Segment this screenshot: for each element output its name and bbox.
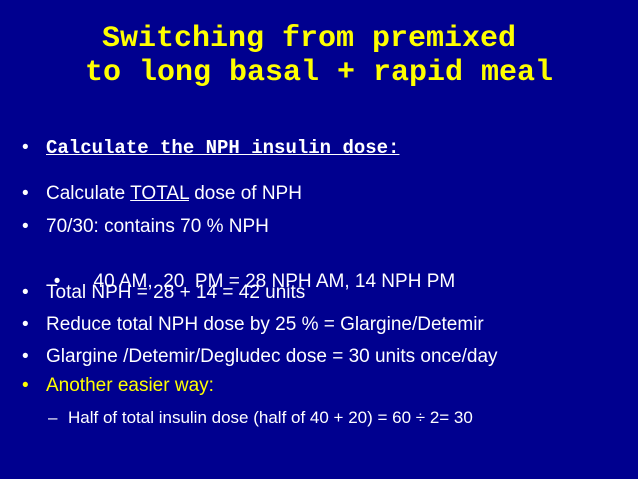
bullet-dot: •: [22, 183, 29, 204]
sub-bullet-1: – Half of total insulin dose (half of 40 …: [48, 408, 473, 428]
sub-bullet-dash: –: [48, 408, 58, 427]
bullet-dot: •: [22, 282, 29, 303]
bullet-dot: •: [22, 216, 29, 237]
title-line-2: to long basal + rapid meal: [84, 56, 554, 90]
bullet-dot: •: [22, 375, 29, 396]
bullet-7-text: Another easier way:: [46, 375, 214, 396]
slide-title: Switching from premixed to long basal + …: [0, 22, 638, 90]
bullet-5-text: Reduce total NPH dose by 25 % = Glargine…: [46, 314, 484, 335]
bullet-heading: • Calculate the NPH insulin dose:: [22, 137, 399, 159]
title-line-1: Switching from premixed: [101, 22, 517, 56]
bullet-2-text: 70/30: contains 70 % NPH: [46, 216, 269, 237]
sub-bullet-1-text: Half of total insulin dose (half of 40 +…: [68, 408, 473, 427]
bullet-6: • Glargine /Detemir/Degludec dose = 30 un…: [22, 346, 498, 368]
bullet-3-text: 40 AM, 20 PM = 28 NPH AM, 14 NPH PM: [77, 271, 456, 292]
bullet-7: • Another easier way:: [22, 375, 214, 397]
bullet-1-underlined: TOTAL: [130, 183, 189, 204]
bullet-dot: •: [22, 137, 29, 158]
bullet-5: • Reduce total NPH dose by 25 % = Glargin…: [22, 314, 484, 336]
bullet-6-text: Glargine /Detemir/Degludec dose = 30 uni…: [46, 346, 498, 367]
bullet-dot: •: [53, 271, 61, 292]
bullet-2: • 70/30: contains 70 % NPH: [22, 216, 269, 238]
heading-text: Calculate the NPH insulin dose:: [46, 137, 400, 159]
bullet-1-post: dose of NPH: [188, 183, 302, 204]
bullet-4: • Total NPH = 28 + 14 = 42 units: [22, 282, 305, 304]
bullet-1: • Calculate TOTAL dose of NPH: [22, 183, 302, 205]
bullet-dot: •: [22, 314, 29, 335]
bullet-dot: •: [22, 346, 29, 367]
bullet-4-text: Total NPH = 28 + 14 = 42 units: [46, 282, 306, 303]
bullet-1-pre: Calculate: [46, 183, 131, 204]
bullet-3: • 40 AM, 20 PM = 28 NPH AM, 14 NPH PM: [22, 249, 456, 315]
